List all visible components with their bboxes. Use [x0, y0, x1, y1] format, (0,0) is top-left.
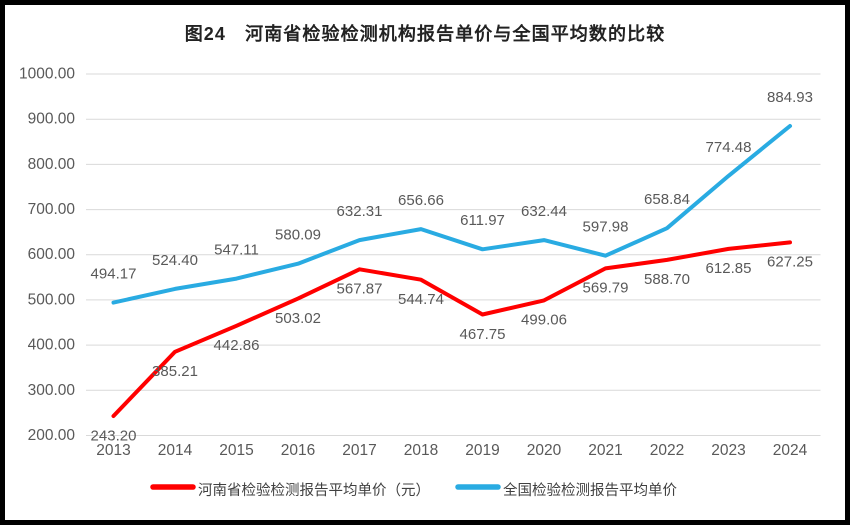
svg-text:2013: 2013	[96, 442, 130, 459]
svg-text:588.70: 588.70	[644, 271, 690, 288]
svg-text:658.84: 658.84	[644, 191, 690, 208]
svg-text:河南省检验检测报告平均单价（元）: 河南省检验检测报告平均单价（元）	[198, 482, 430, 499]
svg-text:300.00: 300.00	[28, 382, 76, 399]
svg-text:200.00: 200.00	[28, 427, 76, 444]
svg-text:2015: 2015	[219, 442, 253, 459]
svg-text:547.11: 547.11	[214, 242, 259, 259]
svg-text:800.00: 800.00	[28, 156, 76, 173]
svg-text:627.25: 627.25	[767, 254, 813, 271]
svg-text:632.31: 632.31	[337, 203, 383, 220]
svg-text:467.75: 467.75	[460, 326, 506, 343]
svg-text:580.09: 580.09	[275, 227, 321, 244]
svg-text:494.17: 494.17	[91, 266, 137, 283]
svg-text:884.93: 884.93	[767, 89, 813, 106]
svg-text:503.02: 503.02	[275, 310, 321, 327]
svg-text:243.20: 243.20	[91, 427, 137, 444]
svg-text:569.79: 569.79	[583, 280, 629, 297]
svg-text:499.06: 499.06	[521, 312, 567, 329]
svg-text:500.00: 500.00	[28, 291, 76, 308]
svg-text:700.00: 700.00	[28, 201, 76, 218]
svg-text:2019: 2019	[465, 442, 499, 459]
svg-text:544.74: 544.74	[398, 291, 444, 308]
svg-text:524.40: 524.40	[152, 252, 198, 269]
svg-text:442.86: 442.86	[214, 337, 260, 354]
svg-text:2023: 2023	[711, 442, 745, 459]
svg-text:632.44: 632.44	[521, 203, 567, 220]
svg-text:2022: 2022	[650, 442, 684, 459]
svg-text:2016: 2016	[281, 442, 315, 459]
svg-text:2018: 2018	[404, 442, 438, 459]
svg-text:2014: 2014	[158, 442, 193, 459]
svg-text:656.66: 656.66	[398, 192, 444, 209]
svg-text:600.00: 600.00	[28, 246, 76, 263]
svg-text:2024: 2024	[773, 442, 808, 459]
svg-text:2020: 2020	[527, 442, 562, 459]
svg-text:385.21: 385.21	[152, 363, 198, 380]
svg-text:567.87: 567.87	[337, 281, 383, 298]
svg-text:400.00: 400.00	[28, 337, 76, 354]
svg-text:2017: 2017	[342, 442, 376, 459]
svg-text:900.00: 900.00	[28, 111, 76, 128]
svg-text:1000.00: 1000.00	[19, 66, 75, 83]
svg-text:2021: 2021	[588, 442, 622, 459]
svg-text:612.85: 612.85	[706, 260, 752, 277]
svg-text:611.97: 611.97	[460, 212, 505, 229]
svg-text:597.98: 597.98	[583, 219, 629, 236]
svg-text:774.48: 774.48	[706, 139, 752, 156]
svg-text:全国检验检测报告平均单价: 全国检验检测报告平均单价	[503, 481, 677, 499]
